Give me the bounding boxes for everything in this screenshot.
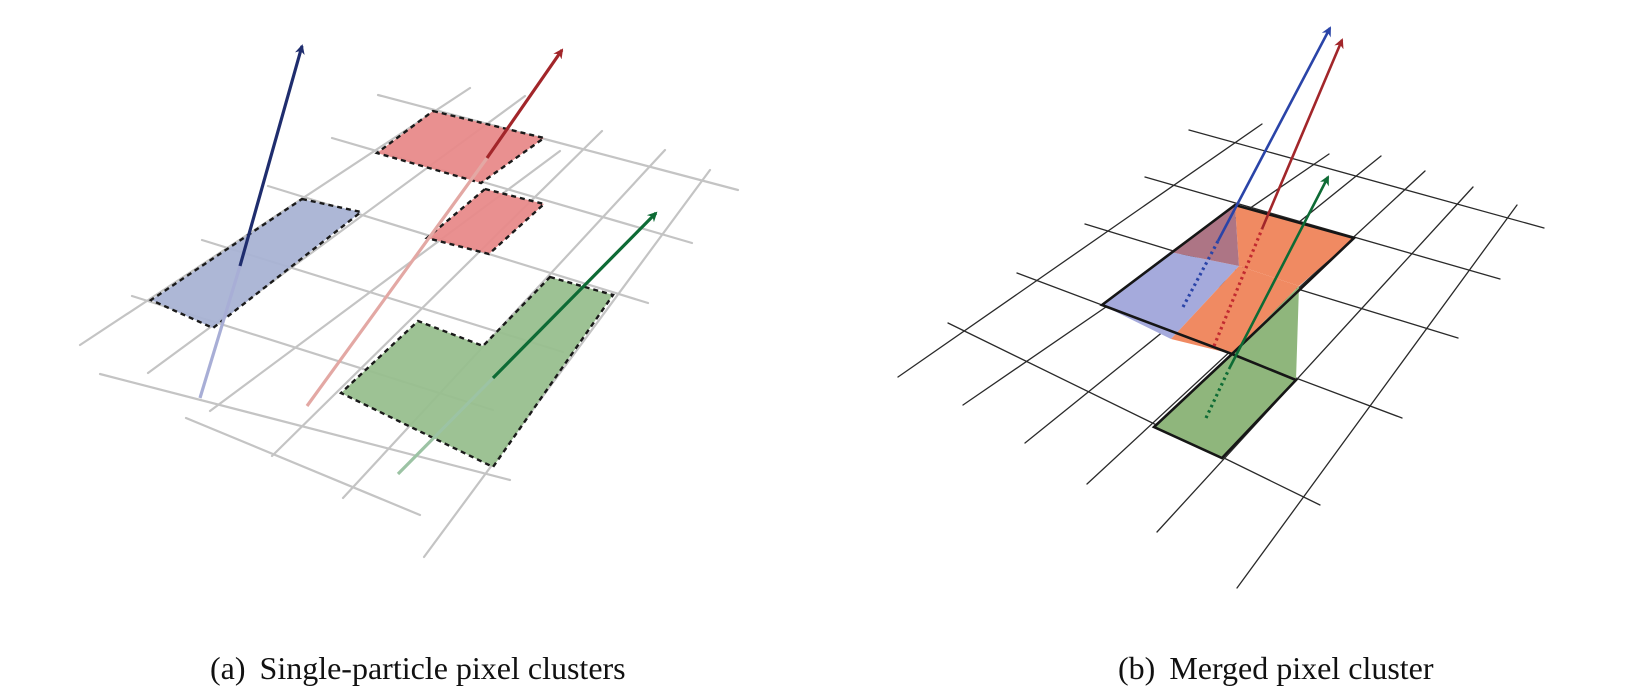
grid-b-line [897, 123, 1263, 378]
grid-b-line [1188, 129, 1545, 229]
red-pixel-cluster-lower [424, 187, 547, 256]
panel-b-caption-text: Merged pixel cluster [1169, 650, 1434, 686]
blue-track-b [1181, 26, 1332, 308]
blue-pixel-cluster [148, 197, 364, 330]
panel-b-pixel-grid [897, 123, 1545, 589]
grid-b-line [1236, 204, 1518, 589]
panel-b-caption: (b) Merged pixel cluster [1118, 652, 1434, 684]
panel-a-caption-text: Single-particle pixel clusters [259, 650, 626, 686]
blue-track-a [198, 44, 305, 399]
red-track-a [305, 48, 564, 407]
red-track-b [1212, 38, 1344, 347]
panel-b-label: (b) [1118, 650, 1156, 686]
red-pixel-cluster-upper [374, 109, 547, 185]
panel-a-caption: (a) Single-particle pixel clusters [210, 652, 626, 684]
green-track-a [396, 211, 658, 476]
grid-a-line [98, 372, 512, 482]
green-track-b [1204, 175, 1330, 419]
grid-a-line [184, 416, 422, 517]
panel-a-label: (a) [210, 650, 246, 686]
merged-pixel-cluster [1099, 203, 1357, 460]
grid-a-line [376, 93, 740, 192]
grid-b-line [947, 322, 1321, 506]
panel-a-diagram [78, 44, 740, 559]
grid-b-line [1156, 186, 1474, 533]
grid-a-line [270, 129, 604, 458]
panel-b-diagram [897, 26, 1545, 589]
